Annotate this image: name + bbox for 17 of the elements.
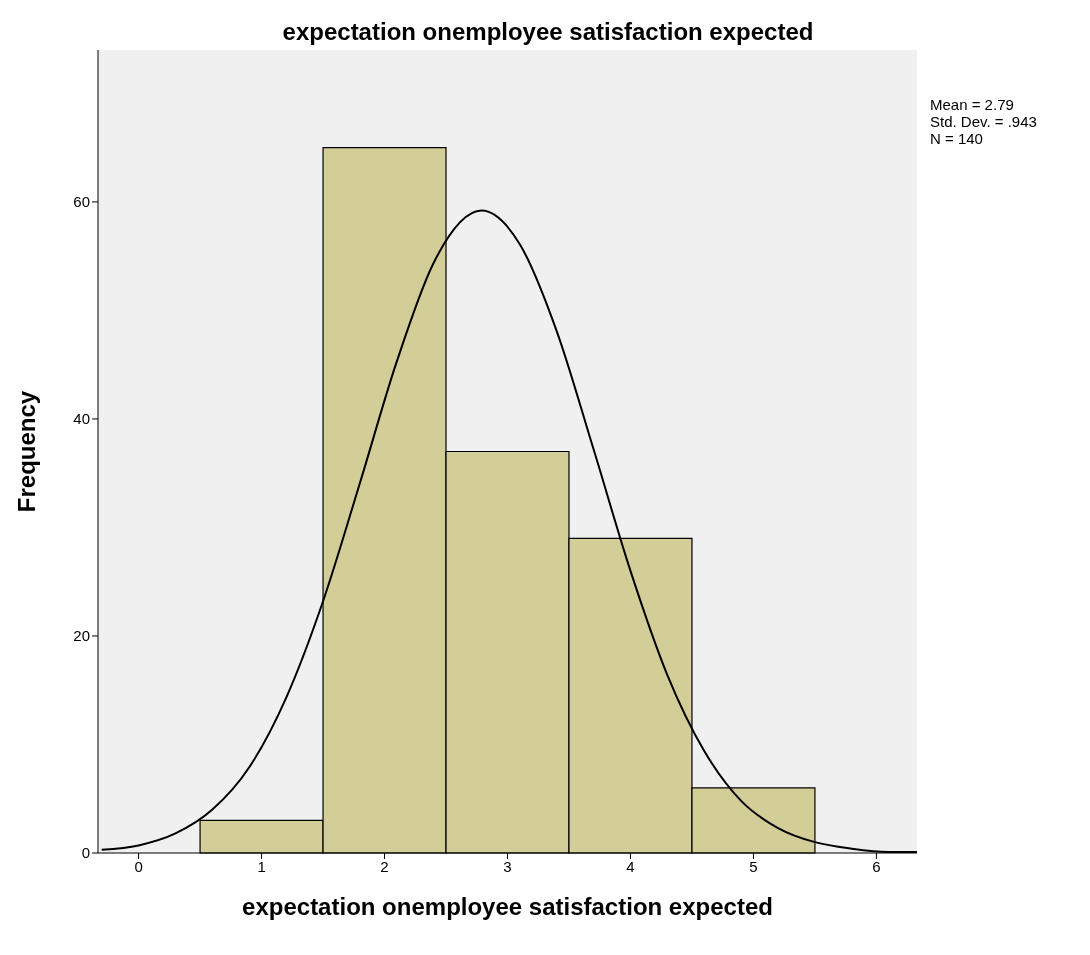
y-tick-label: 40 — [73, 410, 90, 428]
text: N = 140 — [930, 130, 984, 147]
x-tick-label: 3 — [503, 857, 512, 875]
x-tick-label: 1 — [257, 857, 266, 875]
y-tick-label: 60 — [73, 193, 90, 211]
x-tick-label: 6 — [872, 857, 881, 875]
x-tick-label: 2 — [380, 857, 389, 875]
chart-title: expectation onemployee satisfaction expected — [281, 18, 815, 46]
x-tick-label: 0 — [134, 857, 143, 875]
text: Mean = 2.79 — [930, 96, 1015, 113]
x-axis-title: expectation onemployee satisfaction expected — [242, 893, 773, 920]
y-tick-label: 20 — [73, 627, 90, 645]
x-tick-label: 4 — [626, 857, 635, 875]
x-tick-label: 5 — [749, 857, 758, 875]
y-tick-label: 0 — [81, 844, 90, 862]
y-axis-title: Frequency — [12, 390, 40, 513]
text: Std. Dev. = .943 — [930, 113, 1037, 130]
